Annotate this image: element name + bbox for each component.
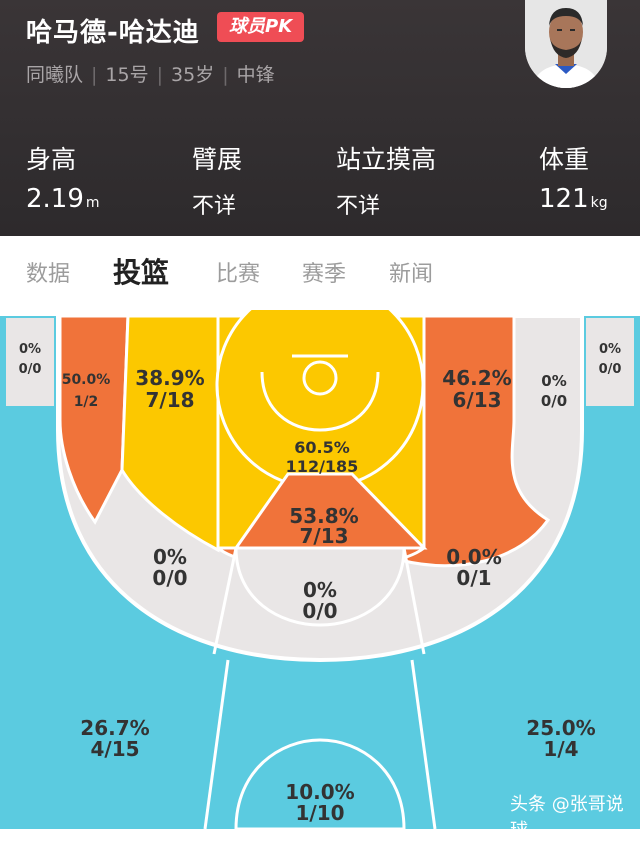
label-right-short-corner-frac: 0/0	[541, 392, 567, 410]
stat-value: 不详	[336, 194, 381, 219]
label-top3-pct: 10.0%	[285, 780, 354, 804]
tab-news[interactable]: 新闻	[389, 262, 434, 287]
stat-label: 身高	[26, 145, 77, 174]
label-left-wing3-frac: 4/15	[90, 737, 139, 761]
label-left-corner3-frac: 0/0	[19, 362, 42, 377]
label-left-baseline-pct: 50.0%	[62, 372, 111, 388]
label-right-elbow-pct: 0.0%	[446, 545, 501, 569]
divider: |	[156, 64, 164, 86]
height-unit: m	[85, 195, 100, 211]
hoop	[302, 360, 338, 396]
label-left-elbow-frac: 0/0	[152, 566, 187, 590]
label-top-key-pct: 0%	[303, 578, 337, 602]
label-paint-frac: 7/13	[299, 524, 348, 548]
stat-label: 站立摸高	[336, 145, 437, 174]
label-restricted-pct: 60.5%	[294, 438, 350, 457]
player-age: 35岁	[171, 64, 215, 86]
label-right-corner3-frac: 0/0	[599, 362, 622, 377]
player-header: 哈马德-哈达迪 球员PK 同曦队 | 15号 | 35岁 | 中锋 身高 2.19 m 臂展 …	[0, 0, 640, 236]
stat-label: 体重	[539, 145, 590, 174]
stat-value: 不详	[192, 194, 237, 219]
label-restricted-frac: 112/185	[286, 457, 359, 476]
shot-chart: 0% 0/0 0% 0/0 50.0% 1/2 38.9% 7/18 60.5%…	[0, 310, 640, 829]
player-photo-icon	[525, 0, 607, 88]
label-left-elbow-pct: 0%	[153, 545, 187, 569]
divider-right-elbow	[402, 547, 426, 655]
restricted-arc	[260, 371, 380, 432]
zone-left-midrange	[120, 314, 220, 553]
zone-right-wing-mid	[398, 314, 551, 568]
weight-unit: kg	[590, 195, 608, 211]
tab-games[interactable]: 比赛	[216, 262, 261, 287]
court-svg: 0% 0/0 0% 0/0 50.0% 1/2 38.9% 7/18 60.5%…	[0, 310, 640, 829]
label-left-midrange-frac: 7/18	[145, 388, 194, 412]
zone-left-baseline	[58, 314, 130, 525]
zone-left-corner3	[6, 318, 54, 406]
stat-value: 2.19 m	[26, 184, 100, 214]
divider-left-top3	[203, 659, 230, 829]
stat-height: 身高 2.19 m	[26, 140, 100, 214]
tab-shooting[interactable]: 投篮	[113, 256, 170, 289]
label-right-corner3-pct: 0%	[599, 342, 621, 357]
stat-reach: 站立摸高 不详	[336, 140, 436, 220]
watermark: 头条 @张哥说球	[510, 794, 624, 841]
team-name: 同曦队	[26, 64, 84, 86]
height-value: 2.19	[26, 184, 84, 214]
divider-left-elbow	[212, 547, 238, 655]
label-left-wing3-pct: 26.7%	[80, 716, 149, 740]
label-right-wing3-pct: 25.0%	[526, 716, 595, 740]
divider: |	[91, 64, 98, 86]
player-position: 中锋	[236, 64, 275, 86]
divider: |	[222, 64, 229, 86]
player-pk-button[interactable]: 球员PK	[217, 12, 305, 42]
player-meta: 同曦队 | 15号 | 35岁 | 中锋	[26, 60, 275, 87]
zone-paint-lower	[233, 472, 428, 550]
zone-top-circle	[234, 738, 406, 829]
stat-label: 臂展	[192, 145, 243, 174]
label-top-key-frac: 0/0	[302, 599, 337, 623]
label-left-midrange-pct: 38.9%	[135, 366, 204, 390]
jersey-number: 15号	[105, 64, 149, 86]
divider-right-top3	[410, 659, 437, 829]
zone-top-key	[234, 546, 406, 627]
label-right-elbow-frac: 0/1	[456, 566, 491, 590]
player-avatar	[525, 0, 607, 88]
label-top3-frac: 1/10	[295, 801, 344, 825]
label-right-midrange-frac: 6/13	[452, 388, 501, 412]
stat-weight: 体重 121 kg	[539, 140, 608, 214]
zone-right-corner3	[586, 318, 634, 406]
tab-data[interactable]: 数据	[26, 262, 71, 287]
stat-wingspan: 臂展 不详	[192, 140, 242, 220]
label-paint-pct: 53.8%	[289, 504, 358, 528]
label-right-midrange-pct: 46.2%	[442, 366, 511, 390]
label-left-corner3-pct: 0%	[19, 342, 41, 357]
stat-value: 121 kg	[539, 184, 608, 214]
label-right-short-corner-pct: 0%	[541, 372, 566, 390]
tab-bar: 数据 投篮 比赛 赛季 新闻	[0, 236, 640, 310]
label-right-wing3-frac: 1/4	[543, 737, 578, 761]
player-name: 哈马德-哈达迪	[26, 18, 200, 48]
weight-value: 121	[539, 184, 589, 214]
label-left-baseline-frac: 1/2	[74, 394, 99, 410]
tab-season[interactable]: 赛季	[302, 262, 347, 287]
